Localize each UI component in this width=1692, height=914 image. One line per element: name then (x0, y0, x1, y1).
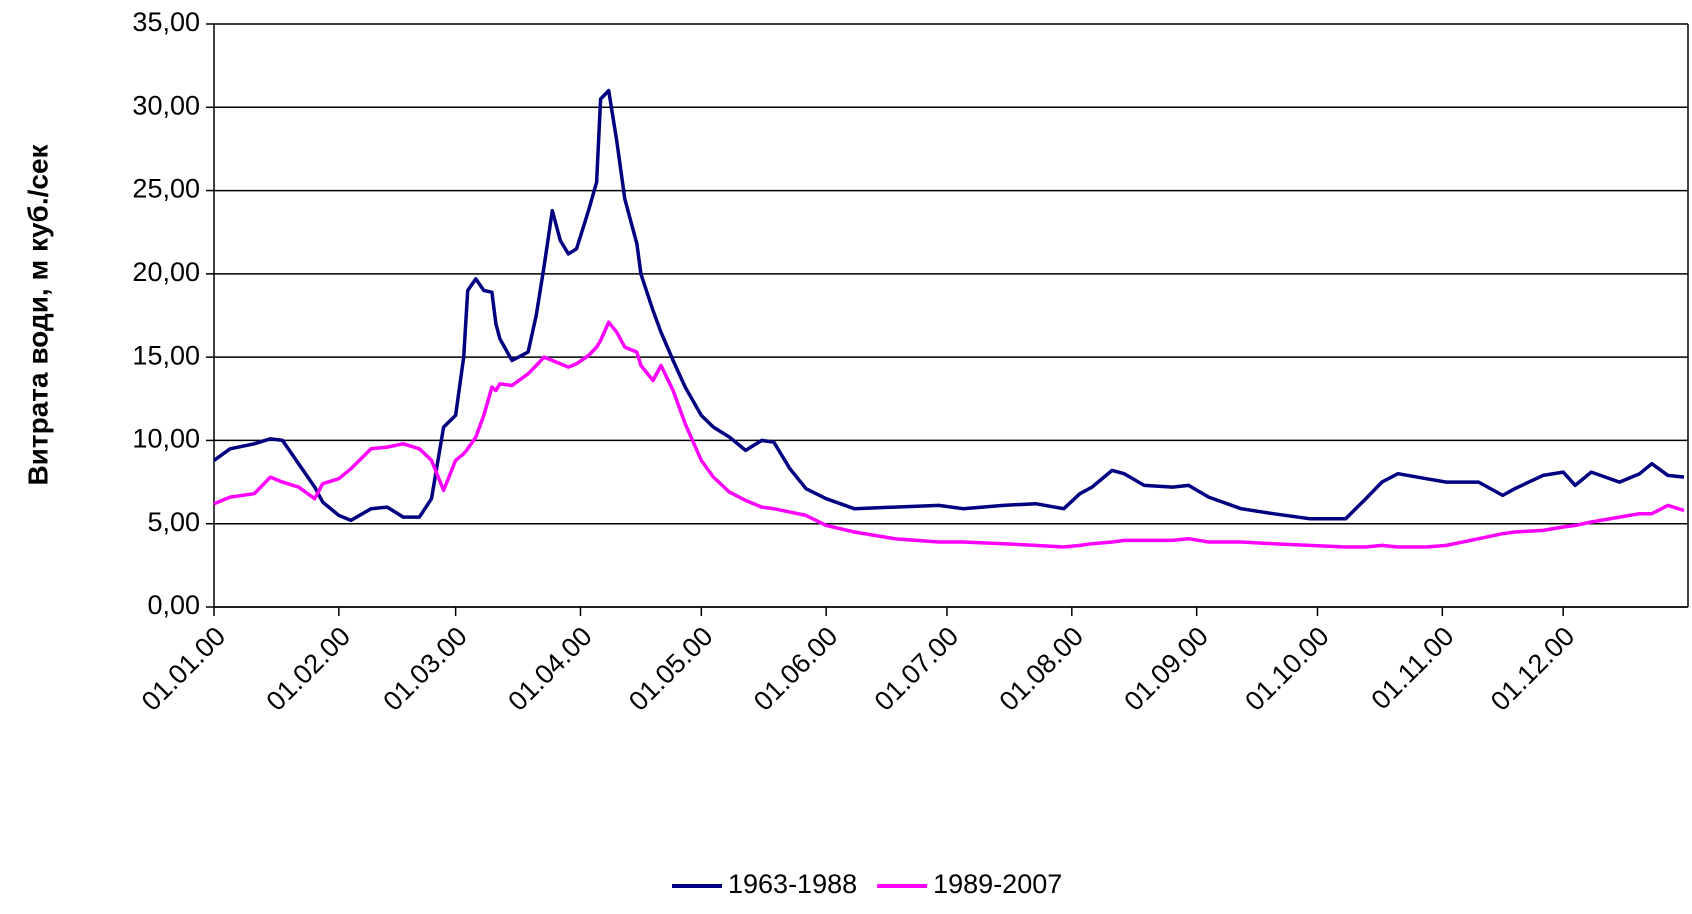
x-tick-label: 01.02.00 (261, 621, 357, 717)
data-line (213, 320, 1685, 549)
x-tick-label: 01.11.00 (1365, 621, 1459, 715)
y-tick-label: 25,00 (132, 174, 200, 204)
x-tick-label: 01.07.00 (869, 621, 965, 717)
x-tick-label: 01.06.00 (748, 621, 844, 717)
legend-label: 1963-1988 (728, 869, 857, 899)
data-line (212, 88, 1685, 523)
x-tick-label: 01.03.00 (377, 621, 473, 717)
y-tick-label: 5,00 (147, 507, 200, 537)
x-tick-label: 01.04.00 (502, 621, 598, 717)
x-tick-label: 01.10.00 (1239, 621, 1335, 717)
legend-label: 1989-2007 (933, 869, 1062, 899)
y-tick-label: 0,00 (147, 590, 200, 620)
x-tick-label: 01.01.00 (136, 621, 232, 717)
y-tick-label: 35,00 (132, 7, 200, 37)
y-tick-label: 15,00 (132, 340, 200, 370)
y-tick-label: 10,00 (132, 424, 200, 454)
y-axis-label: Витрата води, м куб./сек (22, 143, 53, 485)
y-tick-label: 20,00 (132, 257, 200, 287)
y-tick-label: 30,00 (132, 90, 200, 120)
x-tick-label: 01.12.00 (1485, 621, 1581, 717)
x-tick-label: 01.08.00 (994, 621, 1090, 717)
x-tick-label: 01.05.00 (623, 621, 719, 717)
x-tick-label: 01.09.00 (1118, 621, 1214, 717)
